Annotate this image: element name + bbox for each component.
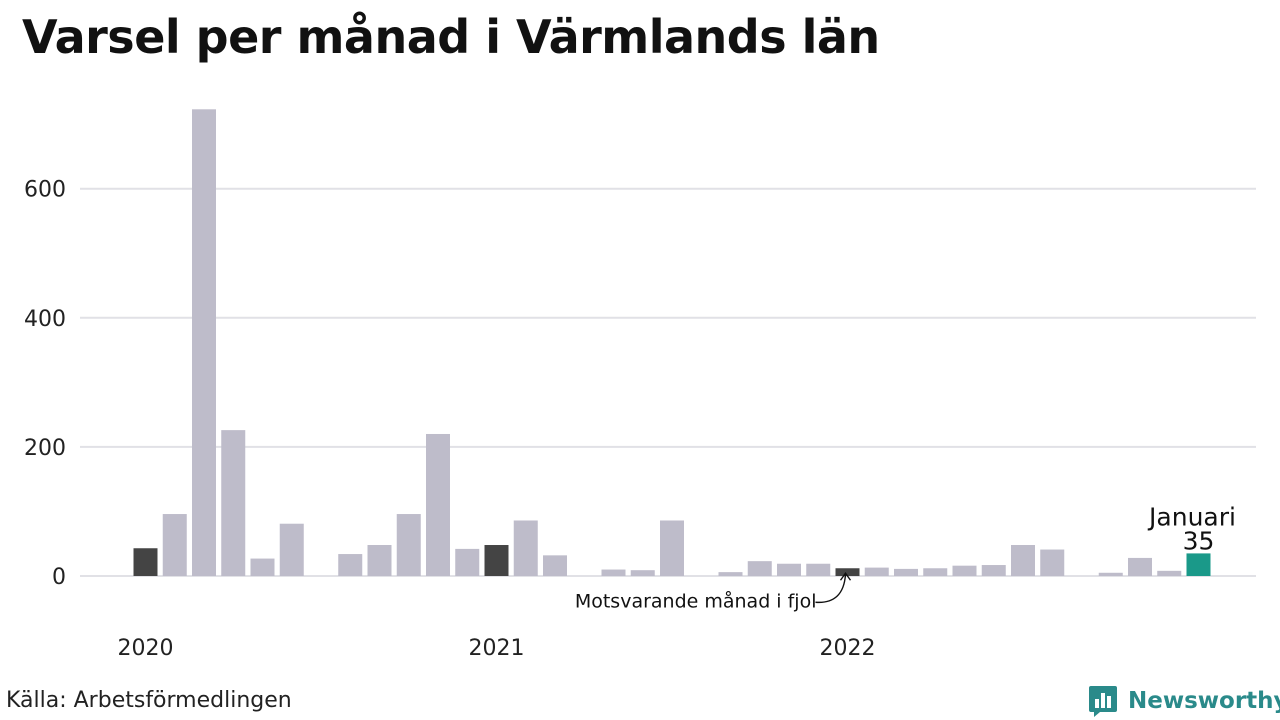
y-tick-label: 600 [24, 178, 66, 203]
y-tick-label: 200 [24, 436, 66, 461]
current-value-label: 35 [1183, 526, 1215, 555]
bar-2021-02[interactable]: 2021-02: 86 [513, 520, 538, 576]
x-tick-label: 2020 [118, 636, 174, 661]
bar-2022-11[interactable]: 2022-11: 28 [1128, 557, 1152, 576]
bar-2020-04[interactable]: 2020-04: 226 [221, 430, 246, 576]
bar-2020-12[interactable]: 2020-12: 42 [455, 548, 480, 576]
brand-name: Newsworthy [1128, 688, 1280, 714]
bar-2020-08[interactable]: 2020-08: 34 [338, 554, 363, 576]
bar-2020-09[interactable]: 2020-09: 48 [367, 545, 392, 576]
bar-2021-03[interactable]: 2021-03: 32 [543, 555, 567, 576]
bar-2022-03[interactable]: 2022-03: 11 [894, 568, 918, 576]
bar-2020-05[interactable]: 2020-05: 27 [250, 558, 275, 576]
bar-2023-01[interactable]: 2023-01: 35 [1186, 553, 1211, 576]
bar-2020-03[interactable]: 2020-03: 723 [192, 109, 216, 576]
bar-2021-11[interactable]: 2021-11: 19 [777, 563, 801, 576]
bar-2022-12[interactable]: 2022-12: 8 [1157, 570, 1182, 576]
bar-2022-02[interactable]: 2022-02: 13 [864, 567, 889, 576]
bar-2021-06[interactable]: 2021-06: 9 [630, 570, 655, 576]
bar-2022-01[interactable]: 2022-01: 12 [835, 568, 860, 576]
bar-2022-04[interactable]: 2022-04: 12 [923, 568, 948, 576]
brand[interactable]: Newsworthy [1088, 684, 1280, 718]
newsworthy-logo-icon [1089, 686, 1117, 717]
last-year-arrow [815, 574, 847, 603]
bar-2021-01[interactable]: 2021-01: 48 [484, 545, 509, 576]
x-tick-label: 2022 [820, 636, 876, 661]
y-axis-ticks: 0 200 400 600 [24, 178, 66, 590]
y-tick-label: 400 [24, 307, 66, 332]
gridlines [80, 187, 1256, 577]
current-month-label: Januari [1147, 502, 1236, 531]
bar-2022-10[interactable]: 2022-10: 5 [1098, 572, 1123, 576]
x-axis-ticks: 2020 2021 2022 [118, 636, 876, 661]
bar-2021-09[interactable]: 2021-09: 6 [718, 572, 743, 576]
bar-2021-07[interactable]: 2021-07: 86 [660, 520, 684, 576]
source-note: Källa: Arbetsförmedlingen [6, 688, 292, 713]
bar-2021-12[interactable]: 2021-12: 19 [806, 563, 831, 576]
last-year-label: Motsvarande månad i fjol [575, 589, 817, 612]
y-tick-label: 0 [52, 565, 66, 590]
bar-2020-11[interactable]: 2020-11: 220 [426, 433, 450, 576]
x-tick-label: 2021 [469, 636, 525, 661]
last-year-arrowhead [839, 572, 852, 581]
chart-title: Varsel per månad i Värmlands län [22, 10, 880, 64]
bar-2020-06[interactable]: 2020-06: 81 [279, 523, 304, 576]
bar-2020-10[interactable]: 2020-10: 96 [396, 514, 421, 576]
bars: 2020-01: 432020-02: 962020-03: 7232020-0… [133, 109, 1211, 576]
bar-2022-08[interactable]: 2022-08: 41 [1040, 549, 1065, 576]
bar-2022-07[interactable]: 2022-07: 48 [1011, 545, 1035, 576]
bar-2022-06[interactable]: 2022-06: 17 [981, 565, 1006, 576]
bar-2022-05[interactable]: 2022-05: 16 [952, 565, 977, 576]
bar-2020-02[interactable]: 2020-02: 96 [162, 514, 187, 576]
bar-2021-05[interactable]: 2021-05: 10 [601, 569, 626, 576]
bar-2020-01[interactable]: 2020-01: 43 [133, 548, 158, 576]
bar-2021-10[interactable]: 2021-10: 23 [747, 561, 772, 576]
